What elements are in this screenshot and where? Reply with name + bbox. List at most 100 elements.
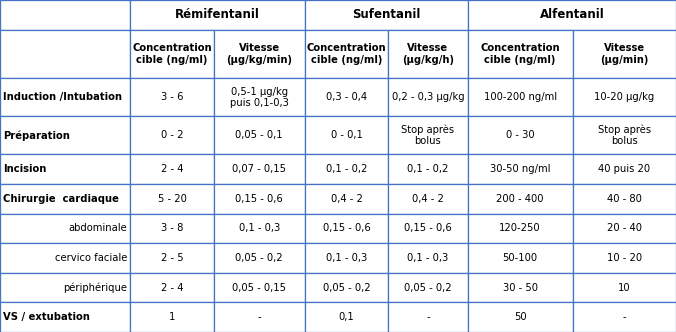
Text: 40 puis 20: 40 puis 20 <box>598 164 650 174</box>
Text: 0,3 - 0,4: 0,3 - 0,4 <box>326 92 367 102</box>
Bar <box>305 302 388 332</box>
Bar <box>130 154 214 184</box>
Bar <box>468 116 573 154</box>
Bar <box>305 78 388 116</box>
Bar <box>0 273 130 302</box>
Text: 0 - 0,1: 0 - 0,1 <box>331 130 362 140</box>
Bar <box>130 30 214 78</box>
Text: Concentration
cible (ng/ml): Concentration cible (ng/ml) <box>307 43 386 65</box>
Text: 0,15 - 0,6: 0,15 - 0,6 <box>404 223 452 233</box>
Text: 30-50 ng/ml: 30-50 ng/ml <box>490 164 550 174</box>
Text: 0,07 - 0,15: 0,07 - 0,15 <box>233 164 286 174</box>
Bar <box>305 273 388 302</box>
Text: Chirurgie  cardiaque: Chirurgie cardiaque <box>3 194 119 204</box>
Bar <box>388 243 468 273</box>
Text: 0 - 2: 0 - 2 <box>161 130 183 140</box>
Bar <box>305 154 388 184</box>
Text: Concentration
cible (ng/ml): Concentration cible (ng/ml) <box>132 43 212 65</box>
Bar <box>468 0 676 30</box>
Text: VS / extubation: VS / extubation <box>3 312 91 322</box>
Text: 3 - 8: 3 - 8 <box>161 223 183 233</box>
Text: Rémifentanil: Rémifentanil <box>175 8 260 21</box>
Bar <box>388 30 468 78</box>
Text: 3 - 6: 3 - 6 <box>161 92 183 102</box>
Text: Alfentanil: Alfentanil <box>539 8 604 21</box>
Text: 0,05 - 0,1: 0,05 - 0,1 <box>235 130 283 140</box>
Bar <box>214 302 305 332</box>
Bar <box>214 243 305 273</box>
Bar <box>388 78 468 116</box>
Text: 0,4 - 2: 0,4 - 2 <box>412 194 444 204</box>
Text: 2 - 4: 2 - 4 <box>161 283 183 292</box>
Bar <box>573 184 676 213</box>
Bar <box>305 30 388 78</box>
Bar <box>468 184 573 213</box>
Bar <box>0 116 130 154</box>
Text: 0,1 - 0,2: 0,1 - 0,2 <box>326 164 367 174</box>
Bar <box>305 184 388 213</box>
Bar <box>305 213 388 243</box>
Bar <box>468 30 573 78</box>
Text: 10: 10 <box>618 283 631 292</box>
Text: Vitesse
(μg/kg/min): Vitesse (μg/kg/min) <box>226 43 292 65</box>
Bar <box>214 30 305 78</box>
Bar <box>130 0 305 30</box>
Text: 200 - 400: 200 - 400 <box>496 194 544 204</box>
Bar <box>0 78 130 116</box>
Text: 10-20 μg/kg: 10-20 μg/kg <box>594 92 654 102</box>
Bar <box>573 30 676 78</box>
Bar <box>573 78 676 116</box>
Text: Vitesse
(μg/min): Vitesse (μg/min) <box>600 43 648 65</box>
Text: 10 - 20: 10 - 20 <box>607 253 642 263</box>
Bar <box>468 273 573 302</box>
Text: 5 - 20: 5 - 20 <box>158 194 187 204</box>
Text: 0,4 - 2: 0,4 - 2 <box>331 194 362 204</box>
Text: 0,1 - 0,3: 0,1 - 0,3 <box>407 253 449 263</box>
Text: 1: 1 <box>169 312 175 322</box>
Bar <box>468 213 573 243</box>
Bar <box>468 154 573 184</box>
Bar <box>573 116 676 154</box>
Text: 0,5-1 μg/kg
puis 0,1-0,3: 0,5-1 μg/kg puis 0,1-0,3 <box>230 87 289 108</box>
Bar <box>468 78 573 116</box>
Bar <box>130 116 214 154</box>
Bar <box>214 184 305 213</box>
Bar <box>305 116 388 154</box>
Text: abdominale: abdominale <box>68 223 127 233</box>
Text: cervico faciale: cervico faciale <box>55 253 127 263</box>
Bar <box>214 213 305 243</box>
Bar <box>388 116 468 154</box>
Text: 0,2 - 0,3 μg/kg: 0,2 - 0,3 μg/kg <box>391 92 464 102</box>
Bar <box>214 116 305 154</box>
Text: 2 - 5: 2 - 5 <box>161 253 183 263</box>
Text: 100-200 ng/ml: 100-200 ng/ml <box>483 92 557 102</box>
Bar <box>0 154 130 184</box>
Text: périphérique: périphérique <box>63 282 127 293</box>
Bar <box>214 78 305 116</box>
Text: Vitesse
(μg/kg/h): Vitesse (μg/kg/h) <box>402 43 454 65</box>
Bar <box>573 302 676 332</box>
Bar <box>388 154 468 184</box>
Text: -: - <box>623 312 626 322</box>
Text: 0,05 - 0,15: 0,05 - 0,15 <box>233 283 286 292</box>
Text: 0,1: 0,1 <box>339 312 354 322</box>
Text: 0,05 - 0,2: 0,05 - 0,2 <box>322 283 370 292</box>
Text: 0,15 - 0,6: 0,15 - 0,6 <box>322 223 370 233</box>
Bar <box>0 302 130 332</box>
Bar <box>0 30 130 78</box>
Bar <box>305 243 388 273</box>
Bar <box>388 273 468 302</box>
Text: -: - <box>258 312 261 322</box>
Bar <box>0 243 130 273</box>
Text: 0,1 - 0,2: 0,1 - 0,2 <box>407 164 449 174</box>
Bar <box>305 0 468 30</box>
Text: Stop après
bolus: Stop après bolus <box>598 124 651 146</box>
Text: Stop après
bolus: Stop après bolus <box>402 124 454 146</box>
Bar <box>130 243 214 273</box>
Bar <box>573 213 676 243</box>
Text: Incision: Incision <box>3 164 47 174</box>
Bar <box>388 213 468 243</box>
Text: 2 - 4: 2 - 4 <box>161 164 183 174</box>
Text: Sufentanil: Sufentanil <box>352 8 420 21</box>
Bar <box>388 302 468 332</box>
